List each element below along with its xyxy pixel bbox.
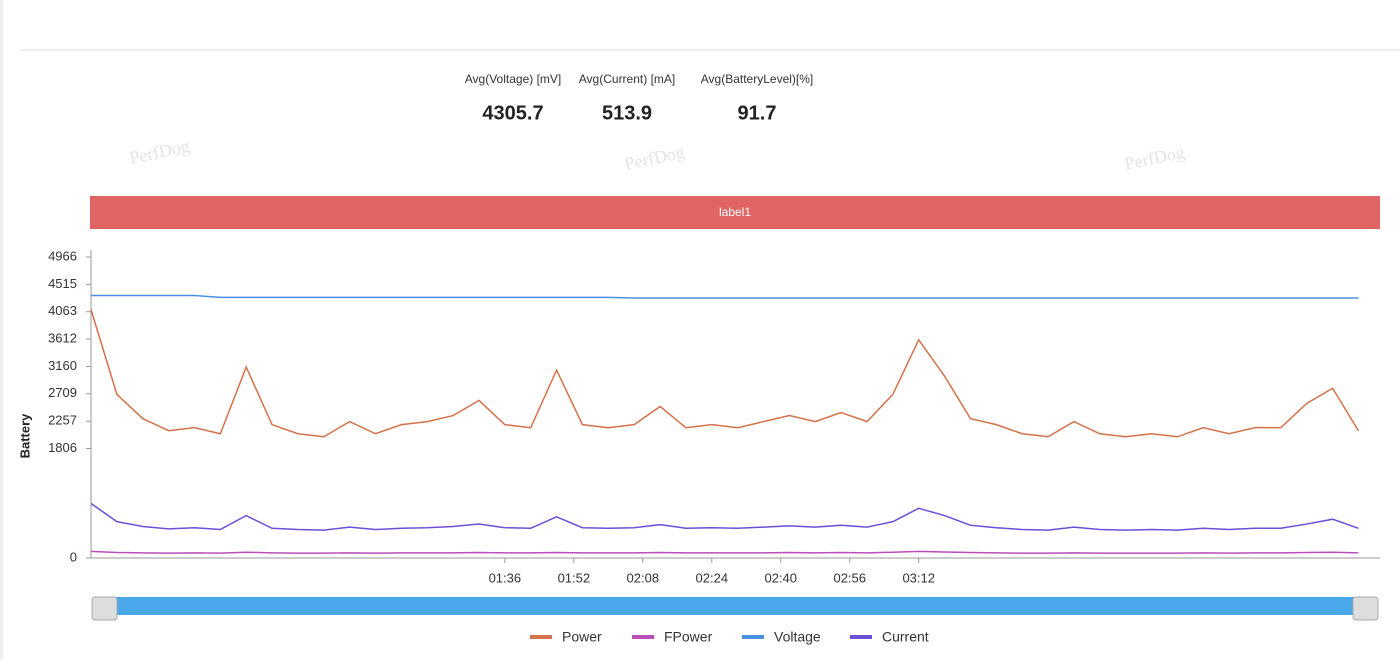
x-tick-label: 02:56 (833, 570, 866, 585)
stat-label: Avg(Voltage) [mV] (465, 72, 562, 86)
y-tick-label: 3612 (48, 331, 77, 346)
watermark: PerfDog (1123, 142, 1187, 174)
legend-swatch (850, 635, 872, 639)
x-tick-label: 01:36 (489, 570, 522, 585)
series-line (90, 309, 1360, 438)
y-tick-label: 4966 (48, 248, 77, 263)
series-line (90, 550, 1359, 554)
x-tick-label: 03:12 (902, 570, 935, 585)
slider-handle-left[interactable] (91, 596, 118, 621)
x-tick-label: 02:24 (696, 570, 729, 585)
y-tick-label: 2257 (48, 413, 77, 428)
y-tick-label: 0 (70, 549, 77, 564)
stat-value: 4305.7 (482, 102, 543, 124)
slider-handle-right[interactable] (1352, 596, 1379, 621)
stat-label: Avg(Current) [mA] (579, 72, 675, 86)
legend-swatch (530, 635, 552, 639)
legend-swatch (742, 635, 764, 639)
watermark: PerfDog (128, 136, 192, 168)
x-tick-label: 01:52 (558, 570, 591, 585)
stat-value: 513.9 (602, 102, 652, 124)
y-tick-label: 4515 (48, 276, 77, 291)
stat-label: Avg(BatteryLevel)[%] (701, 72, 814, 86)
x-tick-label: 02:08 (627, 570, 660, 585)
legend-label: Power (562, 629, 602, 645)
legend-label: Voltage (774, 629, 821, 645)
series-line (90, 502, 1359, 531)
y-axis-label: Battery (17, 413, 32, 459)
stat-value: 91.7 (738, 102, 777, 124)
y-tick-label: 4063 (48, 303, 77, 318)
zoom-slider[interactable] (105, 597, 1365, 615)
x-tick-label: 02:40 (764, 570, 797, 585)
y-tick-label: 1806 (48, 440, 77, 455)
watermark: PerfDog (623, 142, 687, 174)
edge (0, 0, 3, 659)
y-tick-label: 2709 (48, 385, 77, 400)
series-line (91, 294, 1359, 299)
legend-label: FPower (664, 629, 713, 645)
legend-swatch (632, 635, 654, 639)
y-tick-label: 3160 (48, 358, 77, 373)
legend-label: Current (882, 629, 929, 645)
banner-label: label1 (719, 205, 751, 219)
banner (90, 196, 1380, 229)
